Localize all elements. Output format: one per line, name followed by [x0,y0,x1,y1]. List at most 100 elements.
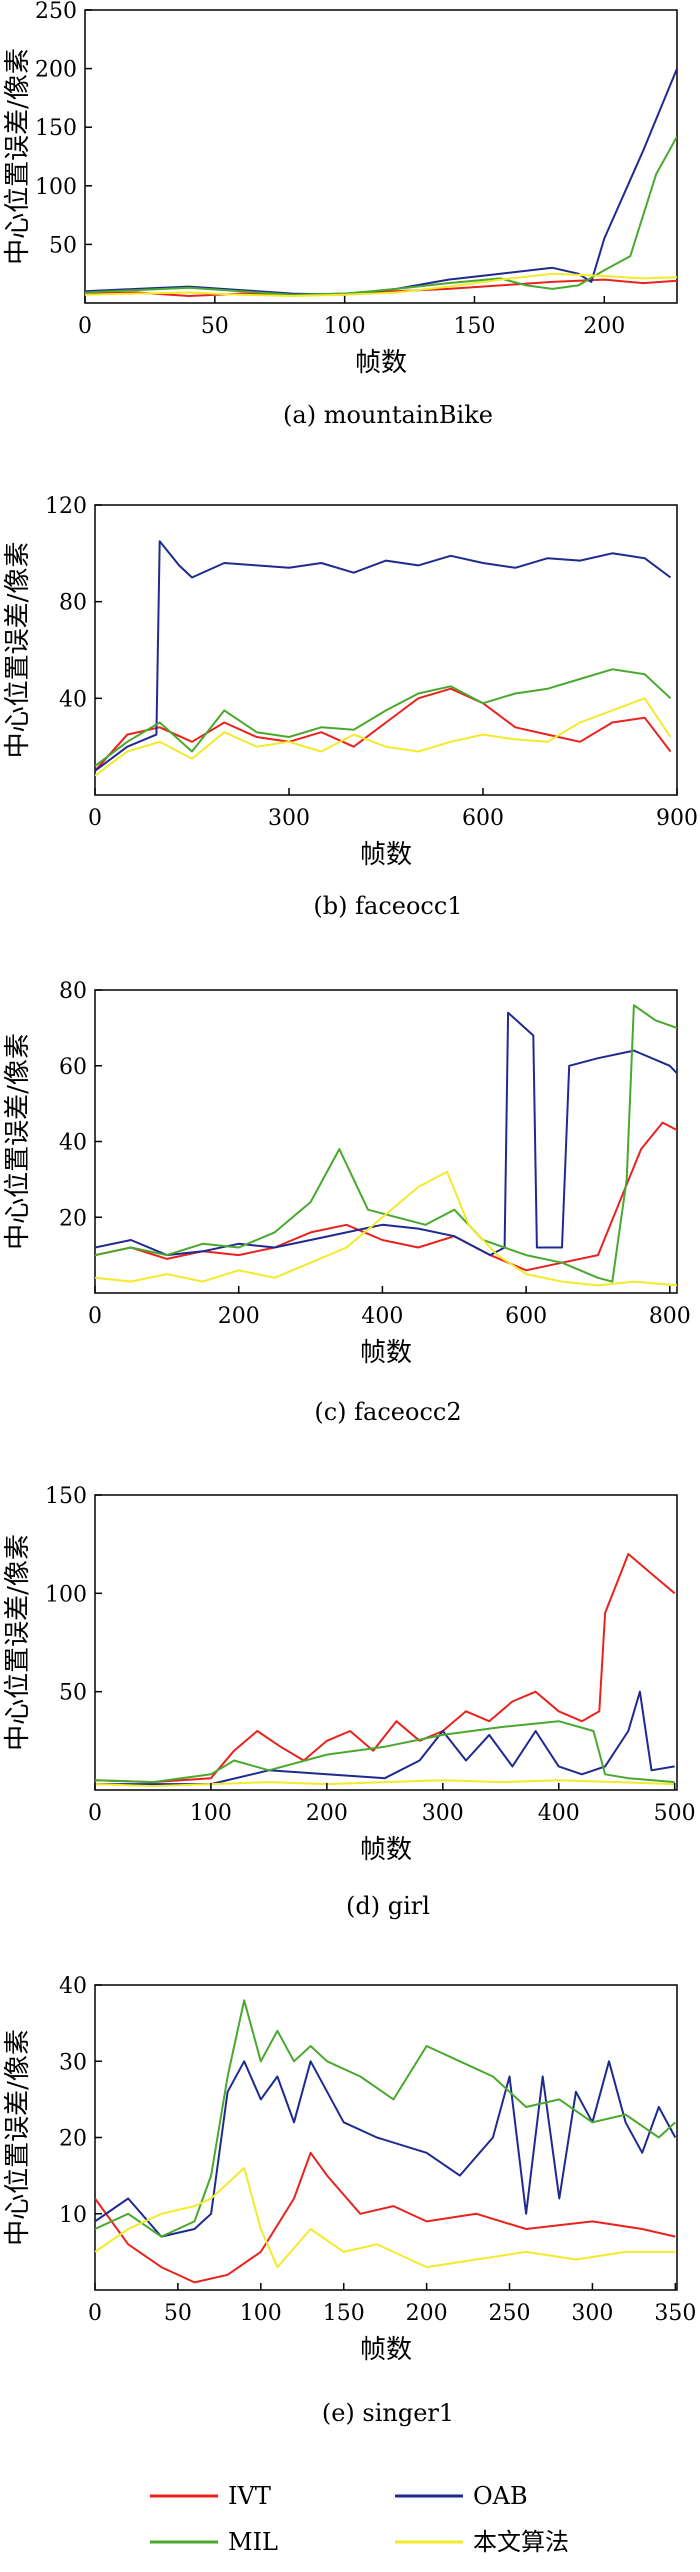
series-line-IVT [95,1121,677,1272]
y-axis-title: 中心位置误差/像素 [3,1534,33,1751]
y-tick-label: 10 [59,2203,87,2228]
series-line-MIL [95,1004,677,1283]
x-tick-label: 300 [268,806,310,831]
y-tick-label: 80 [59,979,87,1004]
x-tick-label: 600 [505,1304,547,1329]
x-tick-label: 400 [361,1304,403,1329]
y-tick-label: 40 [59,1131,87,1156]
legend-label-MIL: MIL [228,2528,278,2556]
x-tick-label: 0 [78,314,92,339]
x-tick-label: 500 [654,1801,696,1826]
x-tick-label: 0 [88,806,102,831]
series-line-ours [95,697,672,777]
series-group [95,1999,677,2284]
y-tick-label: 100 [45,1582,87,1607]
y-axis-title: 中心位置误差/像素 [3,48,33,265]
series-line-IVT [95,2151,676,2284]
x-tick-label: 150 [323,2301,365,2326]
series-line-IVT [95,687,672,772]
x-tick-label: 300 [422,1801,464,1826]
y-tick-label: 150 [35,116,77,141]
series-group [95,1553,676,1788]
x-tick-label: 200 [406,2301,448,2326]
series-line-MIL [85,136,677,296]
x-tick-label: 50 [164,2301,192,2326]
y-tick-label: 100 [35,175,77,200]
x-tick-label: 0 [88,1801,102,1826]
series-line-ours [85,272,677,297]
y-tick-label: 30 [59,2050,87,2075]
series-group [95,540,672,777]
x-tick-label: 300 [571,2301,613,2326]
chart-panel-3: 0 200 400 600 800 20 40 60 80 帧数 中心位置误差/像素 (c) face… [3,979,691,1426]
series-line-OAB [95,1011,677,1257]
series-line-ours [95,2167,676,2269]
x-tick-label: 100 [190,1801,232,1826]
x-tick-label: 400 [538,1801,580,1826]
chart-caption: (d) girl [346,1892,430,1920]
y-tick-label: 80 [59,591,87,616]
series-line-MIL [95,668,672,767]
y-axis-title: 中心位置误差/像素 [3,2029,33,2246]
y-tick-label: 250 [35,0,77,24]
y-axis-title: 中心位置误差/像素 [3,1033,33,1250]
y-tick-label: 50 [59,1681,87,1706]
x-axis-title: 帧数 [360,2335,412,2365]
y-tick-label: 200 [35,58,77,83]
plot-frame [94,989,678,1294]
series-line-OAB [95,1690,675,1786]
x-tick-label: 50 [201,314,229,339]
x-tick-label: 0 [88,2301,102,2326]
series-line-OAB [95,540,672,772]
x-tick-label: 200 [306,1801,348,1826]
chart-caption: (c) faceocc2 [314,1398,461,1426]
x-tick-label: 200 [583,314,625,339]
series-line-IVT [95,1553,676,1784]
series-line-IVT [85,278,677,297]
legend-label-ours: 本文算法 [473,2528,569,2556]
series-group [95,1004,677,1287]
y-tick-label: 60 [59,1055,87,1080]
plot-frame [94,1984,678,2291]
series-group [85,68,677,297]
x-tick-label: 800 [649,1304,691,1329]
series-line-MIL [95,1720,675,1784]
x-tick-label: 900 [656,806,698,831]
x-tick-label: 100 [324,314,366,339]
chart-panel-2: 0 300 600 900 40 80 120 帧数 中心位置误差/像素 (b) faceocc1 [3,494,698,920]
series-line-ours [95,1170,677,1287]
x-tick-label: 600 [462,806,504,831]
x-tick-label: 250 [489,2301,531,2326]
x-tick-label: 350 [654,2301,696,2326]
x-tick-label: 0 [88,1304,102,1329]
chart-caption: (a) mountainBike [283,401,493,429]
legend-label-OAB: OAB [473,2482,528,2510]
y-tick-label: 40 [59,687,87,712]
series-line-OAB [85,68,677,296]
chart-panel-1: 0 50 100 150 200 50 100 150 200 250 帧数 中心位置误差/像素 (a)… [3,0,678,429]
y-tick-label: 50 [49,233,77,258]
series-line-MIL [95,1999,676,2238]
plot-frame [94,504,678,796]
x-axis-title: 帧数 [360,840,412,870]
legend-label-IVT: IVT [228,2482,271,2510]
y-tick-label: 20 [59,1206,87,1231]
x-tick-label: 100 [240,2301,282,2326]
chart-caption: (b) faceocc1 [313,892,462,920]
legend: IVT OAB MIL 本文算法 [150,2482,569,2556]
plot-frame [94,1494,678,1791]
y-tick-label: 20 [59,2127,87,2152]
x-axis-title: 帧数 [360,1835,412,1865]
chart-panel-4: 0 100 200 300 400 500 50 100 150 帧数 中心位置误差/像素 (d) g… [3,1484,696,1920]
x-tick-label: 150 [453,314,495,339]
chart-caption: (e) singer1 [322,2399,454,2427]
series-line-OAB [95,2060,677,2238]
series-line-ours [95,1779,675,1788]
x-axis-title: 帧数 [360,1338,412,1368]
x-tick-label: 200 [218,1304,260,1329]
y-tick-label: 40 [59,1974,87,1999]
chart-panel-5: 0 50 100 150 200 250 300 350 10 20 30 40 帧数 中心位置误差/像素… [3,1974,696,2427]
y-tick-label: 150 [45,1484,87,1509]
y-tick-label: 120 [45,494,87,519]
